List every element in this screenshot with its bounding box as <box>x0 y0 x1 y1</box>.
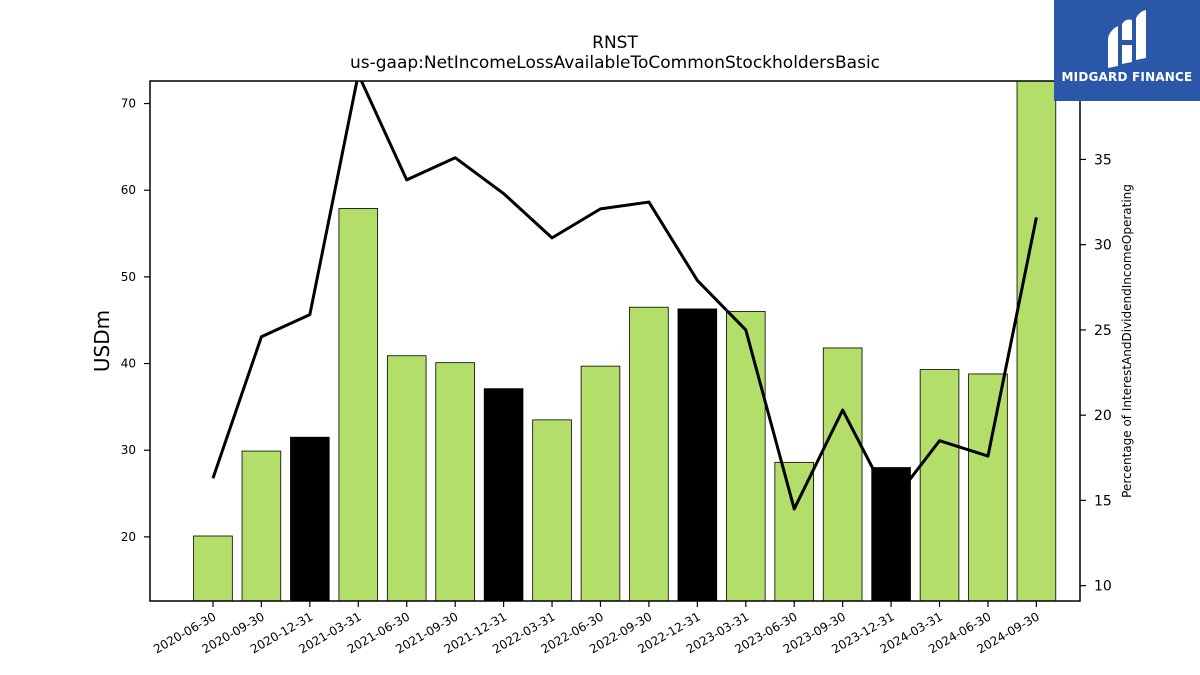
bars-layer <box>193 81 1057 601</box>
bar-2020-09-30 <box>241 450 282 601</box>
y2-axis-label: Percentage of InterestAndDividendIncomeO… <box>1120 184 1134 498</box>
y2-tick-label: 10 <box>1094 579 1112 595</box>
bar-2021-12-31 <box>483 388 524 601</box>
bar-2021-06-30 <box>386 355 427 601</box>
y2-tick-label: 20 <box>1094 408 1112 424</box>
plot-frame <box>149 80 1081 602</box>
y-tick-label: 40 <box>121 357 136 371</box>
bar-2020-12-31 <box>290 436 330 601</box>
bar-2021-03-31 <box>338 207 379 601</box>
y2-axis: 10 15 20 25 30 35 <box>1080 152 1112 595</box>
y-tick-label: 20 <box>121 530 136 544</box>
y-tick-label: 50 <box>121 270 136 284</box>
y-tick-label: 30 <box>121 443 136 457</box>
logo: MIDGARD FINANCE <box>1054 0 1200 101</box>
y-tick-label: 70 <box>121 97 136 111</box>
bar-2023-12-31 <box>871 467 911 601</box>
y2-tick-label: 25 <box>1094 323 1112 339</box>
x-axis: 2020-06-302020-09-302020-12-312021-03-31… <box>151 601 1042 656</box>
bar-2022-06-30 <box>580 365 621 601</box>
bar-2022-12-31 <box>677 308 718 601</box>
y2-tick-label: 15 <box>1094 493 1112 509</box>
bar-2020-06-30 <box>193 535 233 601</box>
bar-2024-03-31 <box>919 369 960 601</box>
bar-2023-03-31 <box>726 311 766 601</box>
y-axis: 20 30 40 50 60 70 <box>121 97 150 544</box>
series-line <box>211 81 1038 511</box>
midgard-logo-icon <box>1108 10 1146 68</box>
y2-tick-label: 30 <box>1094 238 1112 254</box>
y-axis-label: USDm <box>90 310 114 372</box>
bar-2022-09-30 <box>629 306 669 601</box>
y2-tick-label: 35 <box>1094 152 1112 168</box>
chart-subtitle: us-gaap:NetIncomeLossAvailableToCommonSt… <box>350 53 880 73</box>
bar-2021-09-30 <box>435 362 475 601</box>
chart-title: RNST <box>592 33 638 53</box>
bar-2024-09-30 <box>1016 81 1057 601</box>
bar-2023-09-30 <box>822 347 863 601</box>
bar-2024-06-30 <box>968 373 1008 601</box>
line-layer <box>211 81 1038 511</box>
logo-text: MIDGARD FINANCE <box>1061 70 1193 84</box>
bar-2022-03-31 <box>532 419 572 601</box>
y-tick-label: 60 <box>121 183 136 197</box>
